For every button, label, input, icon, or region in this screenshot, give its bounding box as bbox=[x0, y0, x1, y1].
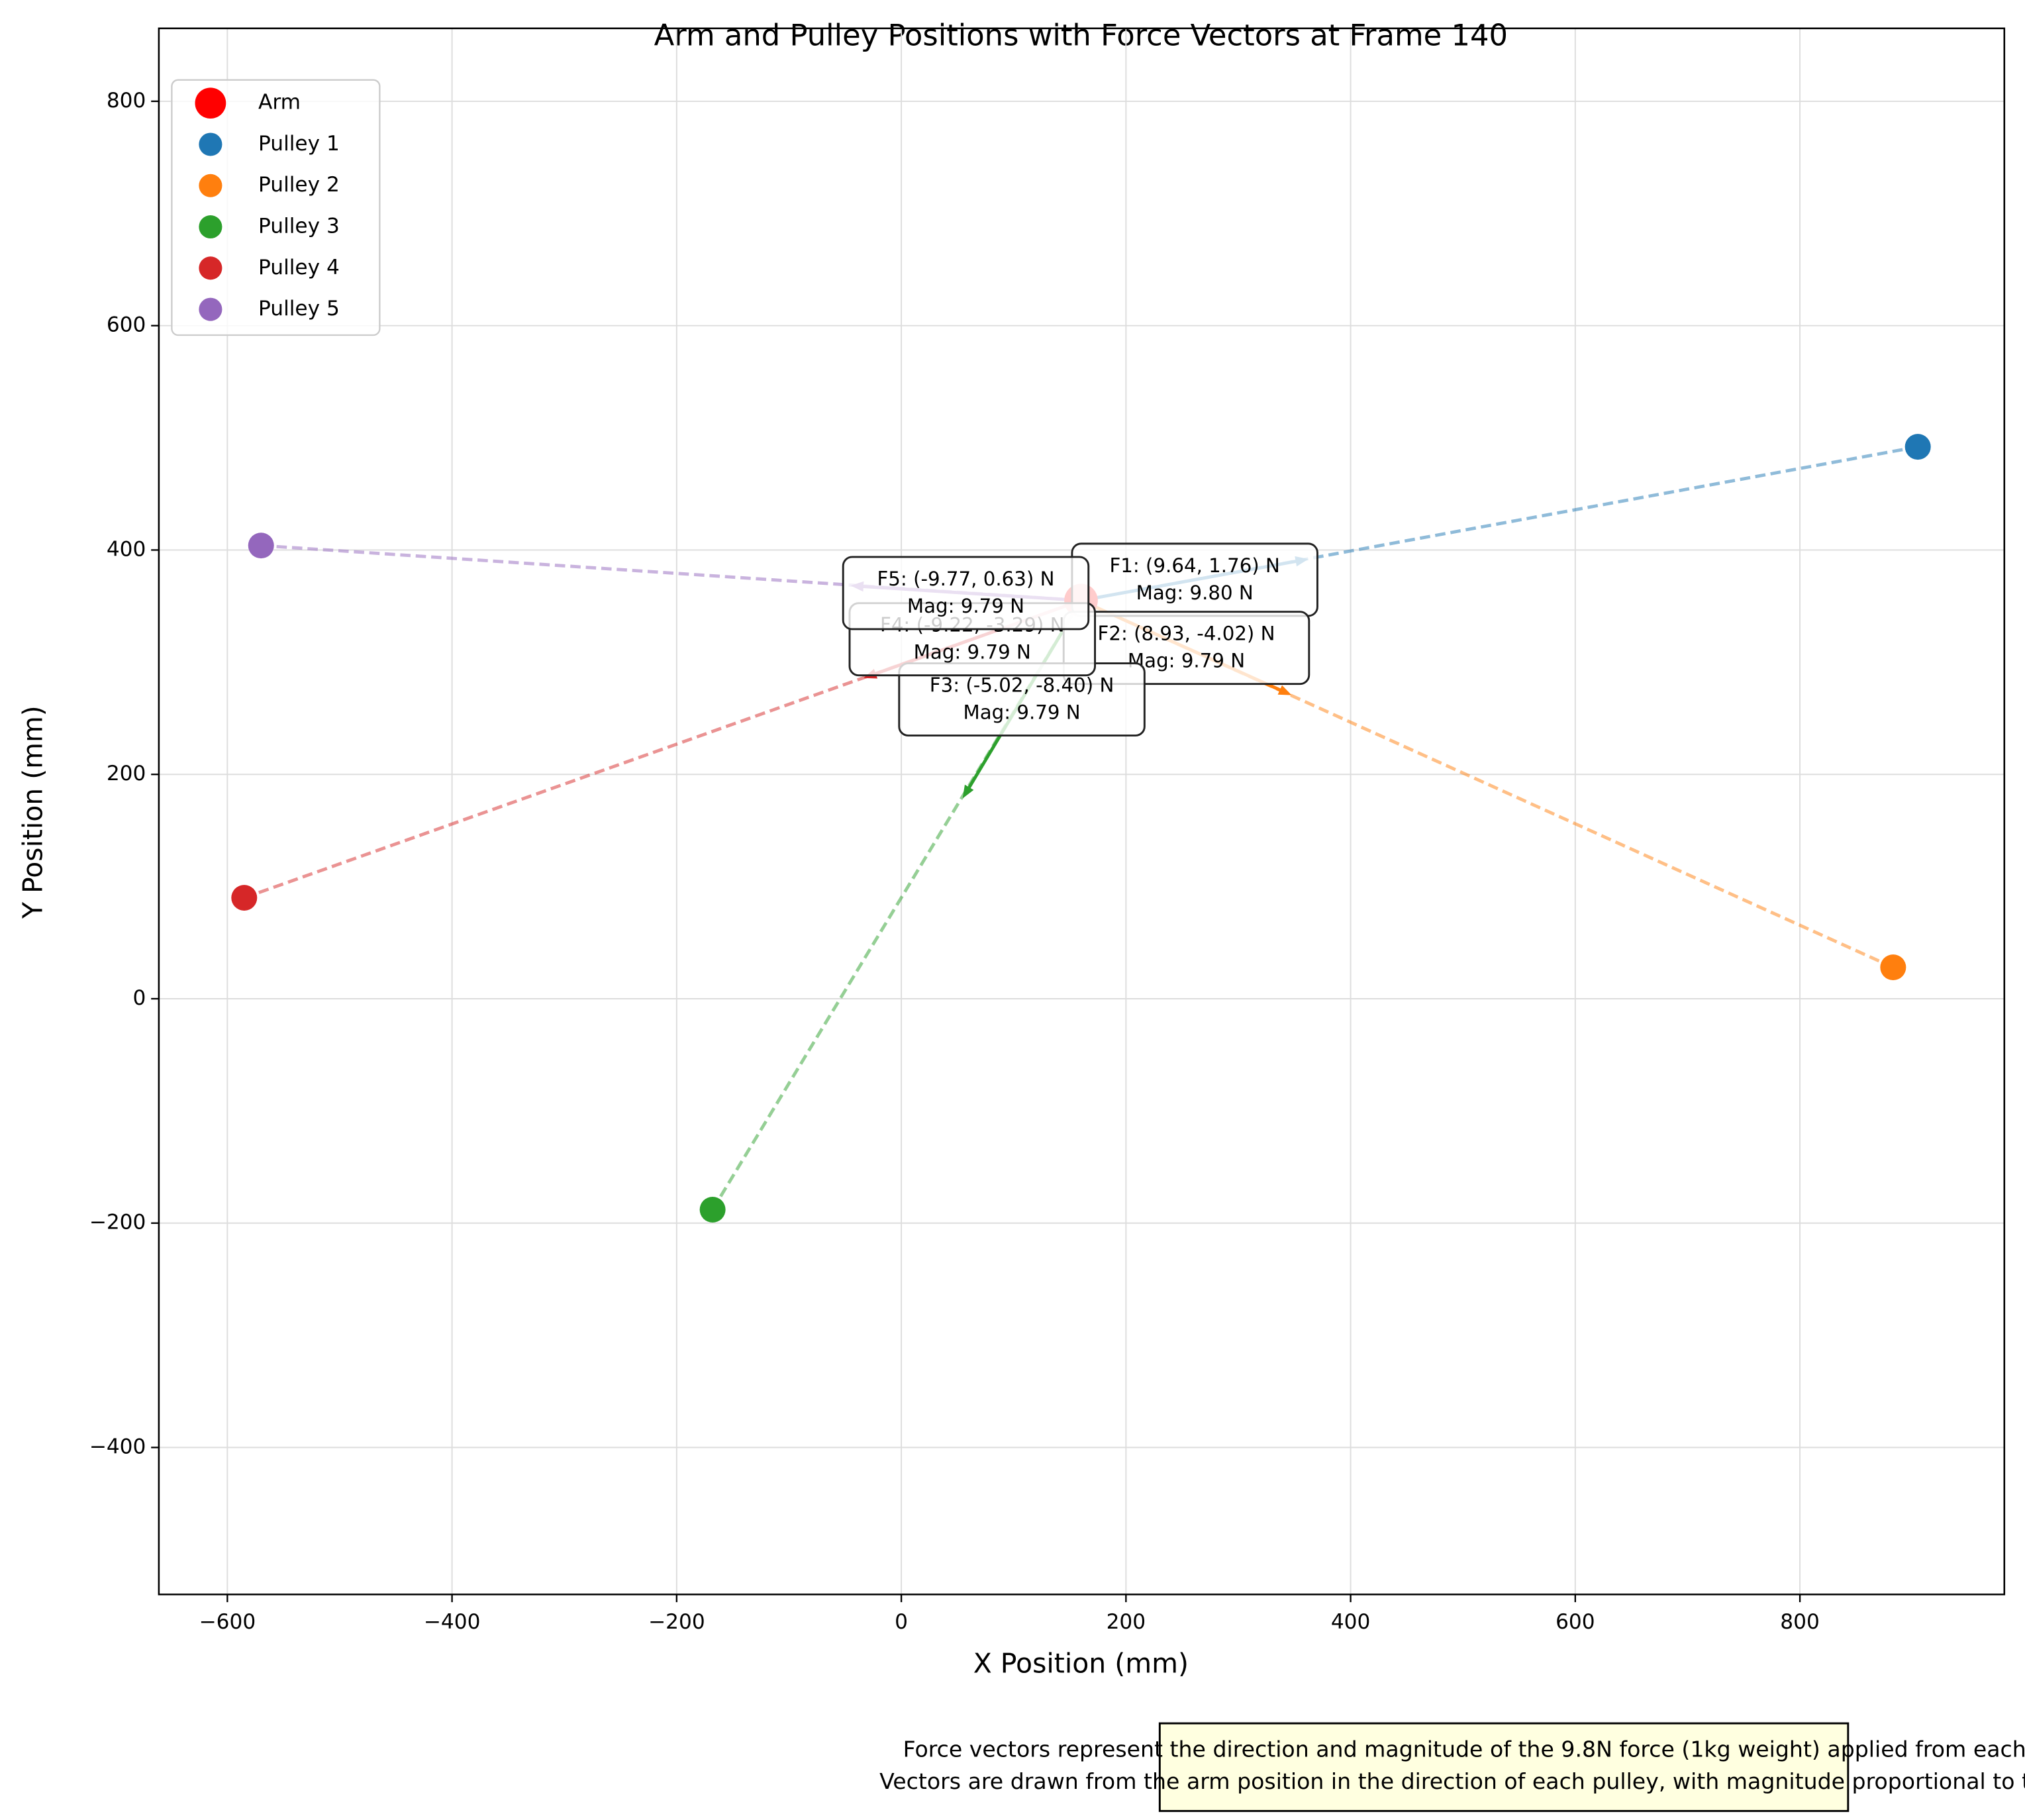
label-text: Mag: 9.79 N bbox=[963, 701, 1080, 724]
legend-label: Pulley 5 bbox=[258, 297, 340, 321]
cable-line bbox=[243, 599, 1082, 899]
x-tick-label: −600 bbox=[199, 1610, 256, 1634]
legend-label: Pulley 2 bbox=[258, 173, 340, 197]
note: Force vectors represent the direction an… bbox=[879, 1722, 2025, 1812]
note-text: Vectors are drawn from the arm position … bbox=[879, 1768, 2025, 1794]
label-text: Mag: 9.79 N bbox=[1128, 650, 1245, 672]
note-box bbox=[1158, 1722, 1850, 1812]
data-point bbox=[231, 885, 258, 911]
note-text: Force vectors represent the direction an… bbox=[903, 1736, 2025, 1762]
legend-box bbox=[171, 79, 381, 336]
y-tick-label: 400 bbox=[107, 537, 146, 561]
force-label: F3: (-5.02, -8.40) N Mag: 9.79 N bbox=[898, 662, 1146, 737]
y-tick-label: 200 bbox=[107, 762, 146, 785]
label-text: F1: (9.64, 1.76) N bbox=[1109, 554, 1279, 577]
legend-marker bbox=[199, 215, 222, 239]
y-tick-label: −400 bbox=[89, 1435, 146, 1459]
legend-label: Arm bbox=[258, 91, 301, 115]
legend-marker bbox=[199, 297, 222, 321]
legend-label: Pulley 4 bbox=[258, 256, 340, 279]
legend-label: Pulley 1 bbox=[258, 132, 340, 156]
legend-marker bbox=[199, 256, 222, 280]
y-tick-label: 800 bbox=[107, 89, 146, 113]
data-point bbox=[248, 532, 274, 559]
label-text: Mag: 9.79 N bbox=[914, 641, 1031, 664]
chart-title: Arm and Pulley Positions with Force Vect… bbox=[654, 17, 1508, 52]
label-text: F2: (8.93, -4.02) N bbox=[1098, 623, 1275, 645]
x-tick-label: 600 bbox=[1556, 1610, 1595, 1634]
y-tick-label: 0 bbox=[133, 986, 146, 1010]
data-point bbox=[1904, 434, 1931, 460]
legend-marker bbox=[199, 174, 222, 197]
label-text: F5: (-9.77, 0.63) N bbox=[877, 568, 1054, 590]
label-box bbox=[842, 556, 1090, 631]
legend-marker bbox=[195, 87, 226, 119]
legend-marker bbox=[199, 132, 222, 156]
y-axis-label: Y Position (mm) bbox=[17, 705, 49, 919]
x-tick-label: 400 bbox=[1331, 1610, 1371, 1634]
x-tick-label: −200 bbox=[648, 1610, 705, 1634]
x-tick-label: 200 bbox=[1107, 1610, 1146, 1634]
force-label: F1: (9.64, 1.76) N Mag: 9.80 N bbox=[1071, 542, 1318, 617]
label-text: Mag: 9.79 N bbox=[907, 595, 1024, 617]
x-tick-label: 0 bbox=[895, 1610, 908, 1634]
x-axis-label: X Position (mm) bbox=[973, 1647, 1189, 1679]
legend-label: Pulley 3 bbox=[258, 215, 340, 238]
y-tick-label: −200 bbox=[89, 1211, 146, 1235]
data-point bbox=[1880, 954, 1906, 981]
y-tick-label: 600 bbox=[107, 313, 146, 337]
force-head bbox=[962, 784, 974, 799]
x-tick-label: −400 bbox=[424, 1610, 481, 1634]
force-label: F5: (-9.77, 0.63) N Mag: 9.79 N bbox=[842, 556, 1090, 631]
force-head bbox=[1277, 685, 1292, 695]
x-tick-label: 800 bbox=[1780, 1610, 1820, 1634]
label-text: F3: (-5.02, -8.40) N bbox=[930, 674, 1114, 697]
label-text: Mag: 9.80 N bbox=[1136, 581, 1254, 604]
cable-line bbox=[1080, 599, 1894, 969]
axes-frame bbox=[158, 27, 2006, 1595]
legend: Arm Pulley 1 Pulley 2 Pulley 3 Pulley 4 Pulle… bbox=[171, 79, 381, 336]
cable-line bbox=[1081, 445, 1918, 603]
data-point bbox=[699, 1196, 726, 1223]
